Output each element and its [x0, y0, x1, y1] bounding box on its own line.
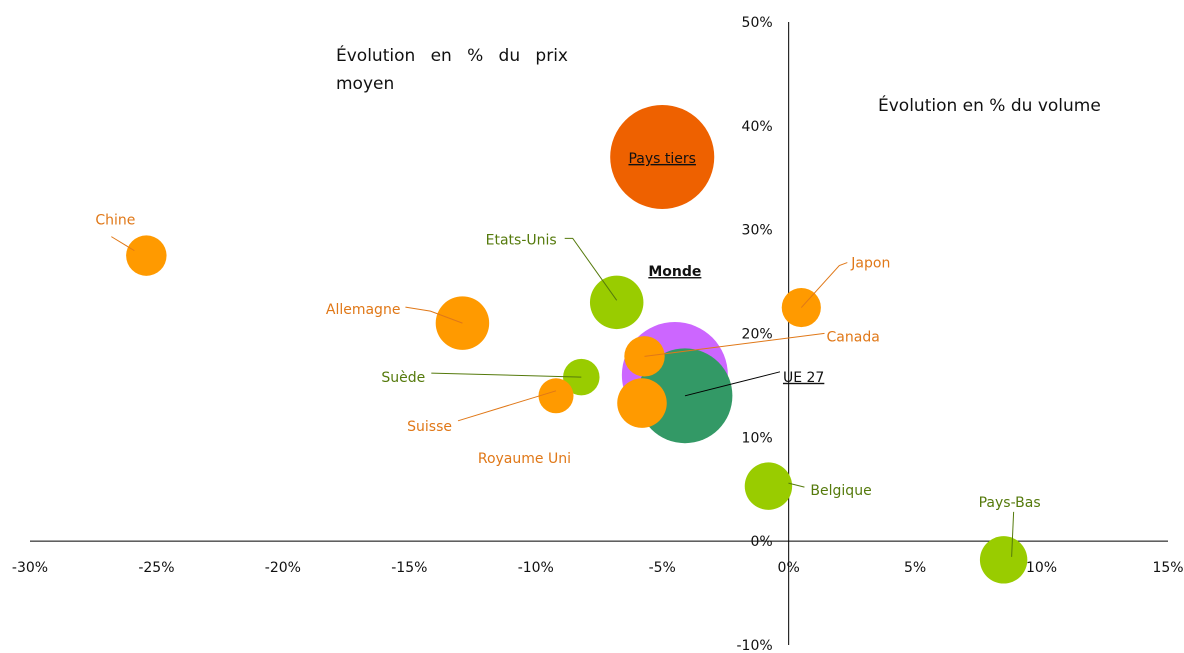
bubble-suisse	[538, 378, 574, 414]
x-tick-label: -10%	[518, 560, 554, 576]
label-chine: Chine	[95, 213, 135, 229]
label-pays-bas: Pays-Bas	[979, 495, 1041, 511]
label-ue-27: UE 27	[783, 370, 824, 386]
bubble-belgique	[744, 462, 793, 510]
label-allemagne: Allemagne	[326, 302, 401, 318]
label-monde: Monde	[648, 264, 701, 280]
leader-line-ue-27	[684, 371, 781, 397]
x-tick-label: -30%	[12, 560, 48, 576]
leader-lines	[111, 236, 1015, 557]
label-belgique: Belgique	[810, 483, 871, 499]
y-tick-label: 10%	[742, 430, 773, 446]
y-tick-label: -10%	[736, 638, 772, 653]
bubbles	[126, 104, 1028, 584]
leader-line-suede	[431, 372, 582, 378]
y-tick-label: 50%	[742, 15, 773, 31]
bubble-pays-tiers	[610, 104, 715, 210]
y-tick-label: 0%	[750, 534, 772, 550]
bubble-pays-bas	[979, 536, 1028, 584]
leader-line-etats-unis	[564, 237, 618, 301]
label-suisse: Suisse	[407, 419, 452, 435]
x-tick-label: -25%	[138, 560, 174, 576]
x-tick-label: 15%	[1152, 560, 1183, 576]
x-tick-label: -5%	[649, 560, 676, 576]
y-tick-label: 20%	[742, 327, 773, 343]
label-etats-unis: Etats-Unis	[486, 232, 557, 248]
y-tick-label: 30%	[742, 223, 773, 239]
label-royaume-uni: Royaume Uni	[478, 451, 571, 467]
bubble-ue-27	[637, 348, 733, 444]
x-tick-label: -20%	[265, 560, 301, 576]
price-axis-annotation: Évolution en % du prix moyen	[336, 46, 568, 94]
leader-line-suisse	[457, 390, 557, 422]
bubble-labels: Monde Pays tiers UE 27 Chine Allemagne Etats-…	[95, 151, 1040, 511]
label-japon: Japon	[850, 256, 890, 272]
x-tick-label: 0%	[778, 560, 800, 576]
leader-line-chine	[111, 236, 135, 252]
leader-line-pays-bas	[1011, 511, 1015, 557]
leader-line-canada	[644, 332, 825, 357]
bubble-japon	[781, 287, 821, 328]
x-tick-label: 10%	[1026, 560, 1057, 576]
bubble-royaume-uni	[617, 378, 667, 428]
x-tick-label: 5%	[904, 560, 926, 576]
bubble-chine	[126, 235, 167, 276]
label-pays-tiers: Pays tiers	[628, 151, 695, 167]
x-tick-label: -15%	[391, 560, 427, 576]
label-suede: Suède	[381, 370, 425, 386]
label-canada: Canada	[827, 329, 880, 345]
volume-axis-annotation: Évolution en % du volume	[878, 96, 1101, 116]
leader-line-belgique	[788, 482, 805, 488]
y-tick-label: 40%	[742, 119, 773, 135]
bubble-etats-unis	[589, 275, 644, 330]
leader-line-allemagne	[405, 306, 463, 324]
leader-line-japon	[800, 262, 848, 308]
axes: -30% -25% -20% -15% -10% -5% 0% 5% 10% 15% -10% 0% 1…	[12, 15, 1184, 653]
